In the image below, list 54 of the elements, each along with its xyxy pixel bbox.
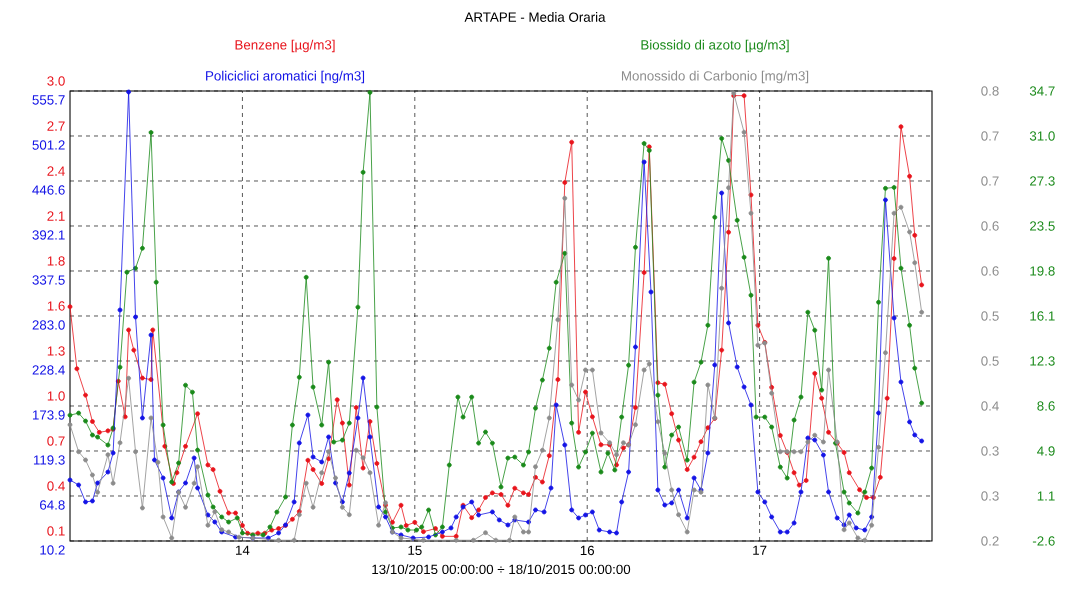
y-tick-label: 392.1	[32, 230, 65, 240]
y-tick-label: 1.8	[47, 256, 65, 266]
y2-tick-label: 4.9	[1037, 446, 1055, 456]
x-tick-label: 17	[753, 545, 767, 555]
x-tick-label: 14	[236, 545, 250, 555]
x-tick-label: 15	[408, 545, 422, 555]
y2-tick-label: -2.6	[1032, 536, 1055, 546]
y2-tick-label: 0.7	[981, 176, 999, 186]
chart-title: ARTAPE - Media Oraria	[464, 12, 606, 22]
text: Policiclici aromatici [ng/m3]	[206, 70, 365, 84]
y2-tick-label: 34.7	[1029, 86, 1055, 96]
y2-tick-label: 1.1	[1037, 491, 1055, 501]
y-tick-label: 2.4	[47, 166, 65, 176]
y2-tick-label: 16.1	[1030, 311, 1055, 321]
y2-tick-label: 12.3	[1030, 356, 1055, 366]
y2-tick-label: 27.3	[1030, 176, 1055, 186]
y-tick-label: 64.8	[40, 500, 65, 510]
y-tick-label: 283.0	[32, 320, 65, 330]
y2-tick-label: 0.3	[981, 446, 999, 456]
x-tick-label: 16	[580, 545, 595, 556]
y-tick-label: 173.9	[32, 410, 65, 420]
y2-tick-label: 0.5	[981, 356, 999, 366]
y2-tick-label: 0.6	[981, 266, 999, 276]
y-tick-label: 1.6	[47, 301, 65, 311]
text: Biossido di azoto [µg/m3]	[641, 39, 789, 53]
y-tick-label: 1.3	[47, 346, 65, 356]
y-tick-label: 1.0	[47, 391, 65, 401]
y2-tick-label: 0.7	[981, 131, 999, 141]
y-tick-label: 446.6	[32, 185, 65, 195]
y-tick-label: 2.7	[47, 121, 65, 131]
y2-tick-label: 0.4	[981, 401, 999, 411]
series-label: Monossido di Carbonio [mg/m3]	[621, 70, 809, 84]
y-tick-label: 119.3	[33, 455, 65, 465]
y2-tick-label: 23.5	[1030, 221, 1055, 231]
y-tick-label: 3.0	[47, 76, 65, 86]
y2-tick-label: 8.6	[1037, 401, 1055, 411]
y-tick-label: 0.1	[47, 526, 65, 536]
y-tick-label: 501.2	[32, 140, 65, 150]
y-tick-label: 555.7	[32, 95, 65, 105]
y2-tick-label: 19.8	[1030, 266, 1055, 276]
y2-tick-label: 0.5	[981, 311, 999, 321]
y2-tick-label: 31.0	[1029, 131, 1055, 141]
y-tick-label: 0.7	[47, 436, 65, 446]
y-tick-label: 337.5	[32, 275, 65, 285]
y-tick-label: 10.2	[40, 545, 65, 555]
y2-tick-label: 0.2	[981, 536, 999, 546]
y-tick-label: 2.1	[47, 211, 65, 221]
y2-tick-label: 0.3	[981, 491, 999, 501]
y-tick-label: 0.4	[47, 481, 65, 491]
text: Benzene [µg/m3]	[235, 39, 335, 53]
y2-tick-label: 0.8	[981, 86, 999, 96]
y-tick-label: 228.4	[32, 365, 65, 375]
y2-tick-label: 0.6	[981, 221, 999, 231]
x-axis-title: 13/10/2015 00:00:00 ÷ 18/10/2015 00:00:00	[372, 564, 631, 575]
